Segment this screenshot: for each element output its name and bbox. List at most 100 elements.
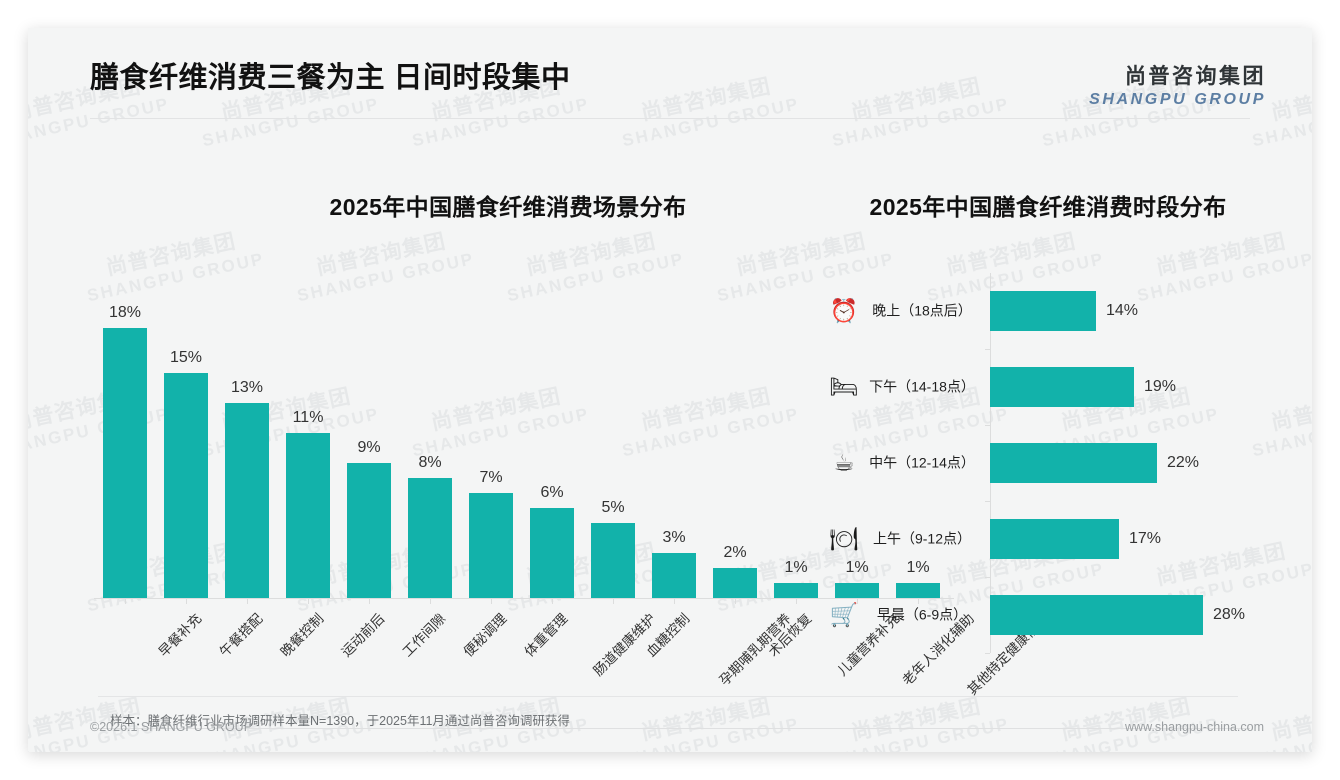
vertical-bar-chart: 18% 15% 13% 11% 9% 8% 7% 6% 5% 3% 2% 1% 1% 1% 早餐补充 午餐搭…	[94, 258, 1051, 698]
bar-column: 1%	[887, 258, 949, 598]
sample-footnote: 样本：膳食纤维行业市场调研样本量N=1390，于2025年11月通过尚普咨询调研…	[110, 714, 570, 728]
bar	[835, 583, 879, 598]
bar-column: 18%	[94, 258, 156, 598]
bar-column: 7%	[460, 258, 522, 598]
x-axis-label: 便秘调理	[460, 610, 510, 660]
x-axis-tick	[186, 599, 187, 604]
bar-value-label: 2%	[723, 544, 747, 561]
footer-divider	[90, 728, 1250, 729]
bar-value-label: 17%	[1129, 530, 1162, 547]
x-axis-tick	[796, 599, 797, 604]
bar	[408, 478, 452, 598]
bar-value-label: 13%	[230, 379, 264, 396]
x-axis-label: 工作间隙	[399, 610, 449, 660]
bar-value-label: 7%	[479, 469, 503, 486]
x-axis-label: 体重管理	[521, 610, 571, 660]
bar-column: 2%	[704, 258, 766, 598]
timeslot-label: 下午（14-18点）	[869, 378, 975, 395]
bar	[990, 519, 1119, 559]
chart-panel-scenarios: 2025年中国膳食纤维消费场景分布 18% 15% 13% 11% 9% 8% 7% 6% 5%…	[68, 188, 1051, 698]
bar-track: 28%	[990, 577, 1278, 653]
bar	[591, 523, 635, 598]
bar-value-label: 8%	[418, 454, 442, 471]
x-axis-tick	[308, 599, 309, 604]
shopping-cart-icon: 🛒	[829, 601, 859, 628]
y-axis-tick	[985, 501, 990, 502]
bar-track: 14%	[990, 273, 1278, 349]
x-axis-label: 早餐补充	[155, 610, 205, 660]
bar-column: 9%	[338, 258, 400, 598]
horizontal-bar-chart: ⏰ 晚上（18点后） 14% 🛏 下午（14-18点） 19% ☕ 中午（12-14点） 22%…	[818, 273, 1278, 673]
x-axis-tick	[369, 599, 370, 604]
bar	[896, 583, 940, 598]
bar	[990, 367, 1134, 407]
bar-column: 13%	[216, 258, 278, 598]
bar-value-label: 5%	[601, 499, 625, 516]
timeslot-label: 早晨（6-9点）	[876, 606, 968, 623]
fork-plate-knife-icon: 🍽	[829, 525, 859, 552]
brand-logo-cn: 尚普咨询集团	[1125, 65, 1266, 88]
bar-value-label: 22%	[1167, 454, 1200, 471]
bar-column: 8%	[399, 258, 461, 598]
chart-title-scenarios: 2025年中国膳食纤维消费场景分布	[329, 194, 687, 220]
bar	[713, 568, 757, 598]
x-axis-tick	[613, 599, 614, 604]
x-axis-tick	[552, 599, 553, 604]
timeslot-row: 🍽 上午（9-12点） 17%	[818, 501, 1278, 577]
y-axis-tick	[985, 653, 990, 654]
bar-value-label: 28%	[1213, 606, 1246, 623]
bar	[347, 463, 391, 598]
bar	[652, 553, 696, 598]
y-axis-tick	[985, 425, 990, 426]
bar-column: 3%	[643, 258, 705, 598]
y-axis-tick	[985, 577, 990, 578]
bar-value-label: 11%	[292, 409, 324, 426]
bar-column: 11%	[277, 258, 339, 598]
x-axis-label: 午餐搭配	[216, 610, 266, 660]
bar-value-label: 1%	[784, 559, 808, 576]
timeslot-row: ☕ 中午（12-14点） 22%	[818, 425, 1278, 501]
bar	[286, 433, 330, 598]
page-title: 膳食纤维消费三餐为主 日间时段集中	[90, 62, 571, 94]
x-axis-label: 运动前后	[338, 610, 388, 660]
bar-value-label: 3%	[662, 529, 686, 546]
bar-column: 5%	[582, 258, 644, 598]
x-axis-tick	[735, 599, 736, 604]
bar-track: 17%	[990, 501, 1278, 577]
hot-beverage-icon: ☕	[833, 449, 855, 476]
bar-column: 15%	[155, 258, 217, 598]
bar-track: 19%	[990, 349, 1278, 425]
vertical-bar-plot-area: 18% 15% 13% 11% 9% 8% 7% 6% 5% 3% 2% 1% 1% 1%	[94, 258, 954, 598]
timeslot-row: 🛏 下午（14-18点） 19%	[818, 349, 1278, 425]
bed-icon: 🛏	[829, 373, 859, 400]
bar	[990, 595, 1203, 635]
chart-title-timeslots: 2025年中国膳食纤维消费时段分布	[869, 194, 1227, 220]
bar	[530, 508, 574, 598]
bar	[103, 328, 147, 598]
bar-value-label: 15%	[169, 349, 203, 366]
footer-website: www.shangpu-china.com	[1125, 720, 1264, 734]
bar	[774, 583, 818, 598]
x-axis-tick	[125, 599, 126, 604]
x-axis-tick	[247, 599, 248, 604]
timeslot-row: ⏰ 晚上（18点后） 14%	[818, 273, 1278, 349]
bar	[164, 373, 208, 598]
footer-copyright: ©2026.1 SHANGPU GROUP	[90, 720, 253, 734]
bar-column: 1%	[826, 258, 888, 598]
bar-track: 22%	[990, 425, 1278, 501]
timeslot-row: 🛒 早晨（6-9点） 28%	[818, 577, 1278, 653]
timeslot-label: 晚上（18点后）	[872, 302, 972, 319]
x-axis-tick	[918, 599, 919, 604]
x-axis-line	[94, 598, 954, 599]
bar-value-label: 19%	[1144, 378, 1177, 395]
bar	[990, 443, 1157, 483]
slide-header: 膳食纤维消费三餐为主 日间时段集中 尚普咨询集团 SHANGPU GROUP	[28, 28, 1312, 120]
bar	[469, 493, 513, 598]
x-axis-tick	[674, 599, 675, 604]
bar-value-label: 18%	[108, 304, 142, 321]
bar-column: 1%	[765, 258, 827, 598]
timeslot-label: 上午（9-12点）	[872, 530, 972, 547]
footnote-divider	[98, 696, 1238, 697]
